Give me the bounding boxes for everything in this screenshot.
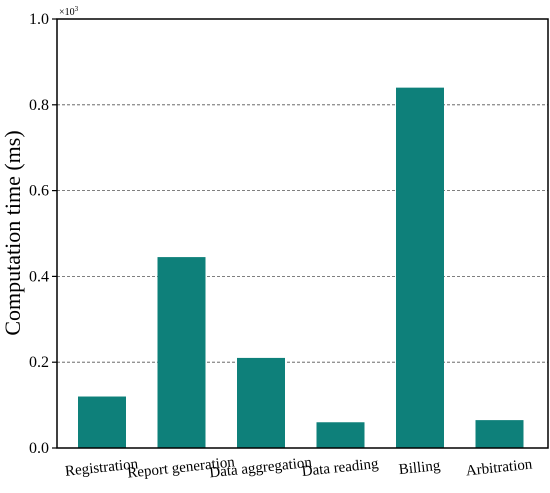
bar <box>237 357 285 448</box>
y-axis-title: Computation time (ms) <box>0 130 25 335</box>
y-tick-label: 0.8 <box>29 97 49 114</box>
x-tick-label: Billing <box>398 458 442 478</box>
x-tick-label: Arbitration <box>465 457 533 480</box>
bars <box>78 87 524 448</box>
bar <box>157 257 206 448</box>
y-axis-multiplier-base: ×10 <box>59 7 75 18</box>
bar <box>396 87 444 448</box>
x-tick-label: Data reading <box>301 456 380 480</box>
bar <box>475 420 524 448</box>
y-tick-label: 0.4 <box>29 268 49 285</box>
y-tick-label: 1.0 <box>29 11 49 28</box>
x-tick-label: Registration <box>64 456 139 480</box>
y-axis-multiplier-exp: 3 <box>75 5 79 13</box>
y-axis-ticks: 0.0 0.2 0.4 0.6 0.8 1.0 <box>29 11 57 457</box>
y-tick-label: 0.0 <box>29 440 49 457</box>
grid-lines <box>57 104 548 363</box>
y-tick-label: 0.6 <box>29 183 49 200</box>
y-axis-multiplier: ×103 <box>59 5 79 18</box>
bar <box>316 422 365 448</box>
plot-frame <box>56 18 549 449</box>
y-tick-label: 0.2 <box>29 354 49 371</box>
bar <box>78 396 126 448</box>
